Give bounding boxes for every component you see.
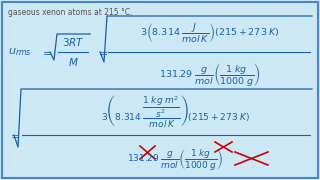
Text: $131.29\;\dfrac{g}{mol}\left(\dfrac{1\;kg}{1000\;g}\right)$: $131.29\;\dfrac{g}{mol}\left(\dfrac{1\;k…	[127, 147, 223, 172]
Text: $=$: $=$	[96, 47, 108, 57]
Text: $M$: $M$	[68, 56, 78, 68]
Text: gaseous xenon atoms at 215 °C.: gaseous xenon atoms at 215 °C.	[8, 8, 132, 17]
Text: $=$: $=$	[8, 130, 20, 140]
Text: $=$: $=$	[40, 47, 52, 57]
Text: $131.29\;\dfrac{g}{mol}\left(\dfrac{1\;kg}{1000\;g}\right)$: $131.29\;\dfrac{g}{mol}\left(\dfrac{1\;k…	[159, 60, 261, 87]
Text: $3RT$: $3RT$	[62, 36, 84, 48]
Text: $u_{rms}$: $u_{rms}$	[8, 46, 32, 58]
Text: $3\left(8.314\;\dfrac{\dfrac{1\;kg\;m^2}{s^2}}{mol\,K}\right)(215 + 273\;K)$: $3\left(8.314\;\dfrac{\dfrac{1\;kg\;m^2}…	[100, 93, 250, 129]
Text: $3\left(8.314\;\dfrac{J}{mol\,K}\right)(215 + 273\;K)$: $3\left(8.314\;\dfrac{J}{mol\,K}\right)(…	[140, 21, 280, 44]
